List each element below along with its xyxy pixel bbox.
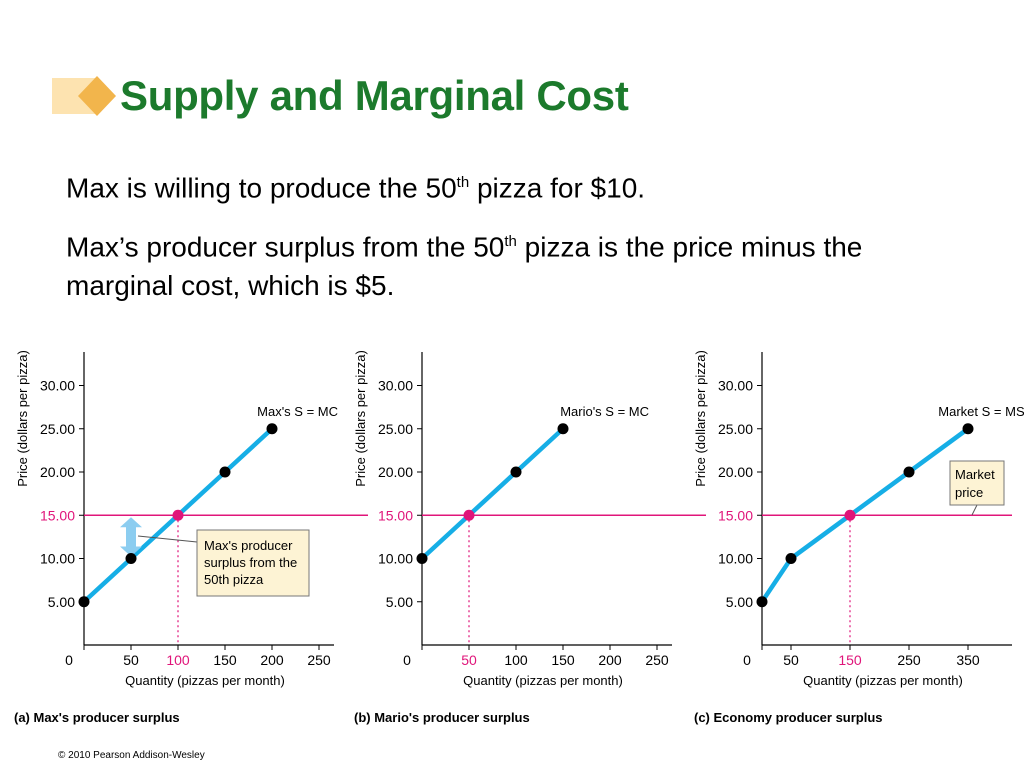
y-tick-label: 10.00 (378, 551, 413, 567)
y-tick-label: 5.00 (726, 594, 753, 610)
panel-label: (c) Economy producer surplus (694, 710, 883, 725)
x-axis-label: Quantity (pizzas per month) (803, 673, 963, 688)
x-axis-label: Quantity (pizzas per month) (125, 673, 285, 688)
x-tick-label: 150 (838, 652, 862, 668)
data-point (416, 553, 428, 564)
panel-label: (b) Mario's producer surplus (354, 710, 530, 725)
supply-curve (419, 426, 566, 561)
callout-text: Market (955, 467, 995, 482)
data-point (510, 466, 522, 478)
bullet-2-post: pizza is the price minus the marginal co… (66, 231, 863, 302)
data-point (962, 423, 974, 435)
x-tick-label: 50 (783, 652, 799, 668)
y-tick-label: 20.00 (378, 464, 413, 480)
title-logo (52, 76, 116, 116)
y-tick-label: 15.00 (718, 507, 753, 523)
data-point (785, 553, 797, 564)
data-point (219, 466, 231, 478)
x-tick-label: 200 (598, 652, 622, 668)
y-tick-label: 30.00 (40, 378, 75, 394)
bullet-1-post: pizza for $10. (469, 172, 646, 204)
slide-title: Supply and Marginal Cost (120, 72, 629, 119)
x-tick-label: 0 (403, 652, 411, 668)
y-tick-label: 30.00 (378, 378, 413, 394)
series-label: Market S = MSC (938, 404, 1024, 419)
y-tick-label: 25.00 (40, 421, 75, 437)
x-tick-label: 250 (897, 652, 921, 668)
producer-surplus-arrow (120, 517, 142, 557)
callout-box (196, 529, 310, 597)
callout-text: Max's producer (204, 538, 293, 553)
data-point (266, 423, 278, 435)
y-axis-label: Price (dollars per pizza) (353, 350, 368, 487)
x-axis-label: Quantity (pizzas per month) (463, 673, 623, 688)
copyright: © 2010 Pearson Addison-Wesley (58, 750, 205, 761)
y-tick-label: 25.00 (718, 421, 753, 437)
bullet-2-sup: th (504, 233, 517, 250)
callout-leader (971, 504, 978, 516)
y-tick-label: 15.00 (378, 507, 413, 523)
x-tick-label: 200 (260, 652, 284, 668)
chart-panel-c: 5.00 10.00 15.00 20.00 25.00 30.00 0 50 150 250 35… (693, 350, 1024, 725)
data-point (125, 553, 137, 564)
equilibrium-point (463, 509, 475, 521)
y-tick-label: 20.00 (40, 464, 75, 480)
x-tick-label: 0 (65, 652, 73, 668)
bullet-2: Max’s producer surplus from the 50th piz… (66, 222, 946, 305)
bullet-1-pre: Max is willing to produce the 50 (66, 172, 457, 204)
series-label: Mario's S = MC (560, 404, 649, 419)
callout-text: surplus from the (204, 555, 297, 570)
callout-text: price (955, 485, 983, 500)
bullet-1-sup: th (456, 174, 470, 191)
x-tick-label: 0 (743, 652, 751, 668)
y-tick-label: 25.00 (378, 421, 413, 437)
x-tick-label: 50 (123, 652, 139, 668)
x-tick-label: 150 (213, 652, 237, 668)
y-axis-label: Price (dollars per pizza) (693, 350, 708, 487)
x-tick-label: 100 (504, 652, 528, 668)
y-tick-label: 20.00 (718, 464, 753, 480)
x-tick-label: 50 (461, 652, 477, 668)
logo-dark-diamond (78, 76, 116, 116)
x-tick-label: 250 (307, 652, 331, 668)
callout-box (949, 460, 1005, 506)
y-tick-label: 5.00 (386, 594, 413, 610)
x-tick-label: 350 (956, 652, 980, 668)
callout-leader (137, 535, 198, 543)
y-tick-label: 10.00 (718, 551, 753, 567)
bullet-1: Max is willing to produce the 50th pizza… (66, 163, 645, 207)
data-point (78, 596, 90, 608)
x-tick-label: 150 (551, 652, 575, 668)
panel-label: (a) Max's producer surplus (14, 710, 180, 725)
callout-text: 50th pizza (204, 572, 264, 587)
chart-panel-b: 5.00 10.00 15.00 20.00 25.00 30.00 0 50 100 150 20… (353, 350, 706, 725)
equilibrium-point (844, 509, 856, 521)
x-tick-label: 250 (645, 652, 669, 668)
y-tick-label: 15.00 (40, 507, 75, 523)
y-tick-label: 10.00 (40, 551, 75, 567)
x-tick-label: 100 (166, 652, 190, 668)
data-point (903, 466, 915, 478)
y-tick-label: 30.00 (718, 378, 753, 394)
chart-panel-a: 5.00 10.00 15.00 20.00 25.00 30.00 0 50 100 150 20… (14, 350, 368, 725)
y-tick-label: 5.00 (48, 594, 75, 610)
series-label: Max's S = MC (257, 404, 338, 419)
equilibrium-point (172, 509, 184, 521)
data-point (557, 423, 569, 435)
bullet-2-pre: Max’s producer surplus from the 50 (66, 231, 505, 263)
y-axis-label: Price (dollars per pizza) (15, 350, 30, 487)
data-point (756, 596, 768, 608)
